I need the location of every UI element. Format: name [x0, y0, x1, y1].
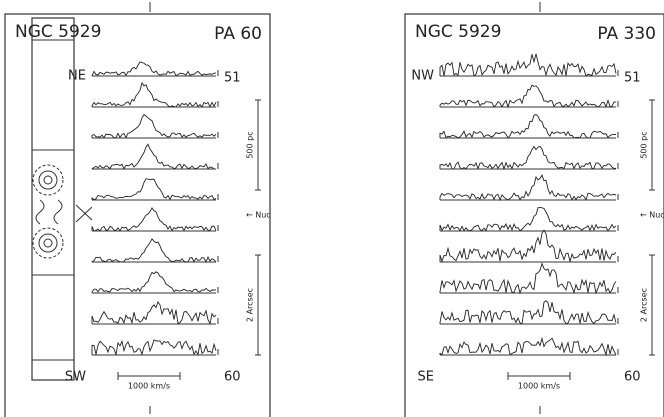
- spectrum: [91, 113, 217, 139]
- panel: NGC 5929 PA 60 NE 51 SW 60 500 pc ← Nuc 2 Arcsec…: [4, 2, 271, 417]
- spectrum: [439, 262, 617, 295]
- scale-bottom-label: 2 Arcsec: [246, 288, 255, 322]
- spectrum: [439, 84, 617, 109]
- spectrum: [439, 145, 617, 171]
- spectrum: [439, 229, 617, 263]
- top-number: 51: [624, 71, 641, 86]
- panel-title: NGC 5929: [415, 22, 501, 42]
- nucleus-label: ← Nuc: [640, 211, 664, 220]
- top-label: NE: [68, 69, 86, 84]
- spectrum: [91, 81, 217, 108]
- spectrum: [91, 300, 217, 325]
- spectrum: [91, 339, 217, 356]
- spectrum: [91, 207, 217, 232]
- nucleus-label: ← Nuc: [246, 211, 271, 220]
- top-label: NW: [411, 69, 434, 84]
- spectrum: [439, 206, 617, 232]
- panel-border: [4, 13, 271, 417]
- spectrum: [439, 114, 617, 139]
- bottom-label: SE: [418, 370, 434, 385]
- panel-title: NGC 5929: [15, 22, 101, 42]
- slit-diagram: [31, 17, 93, 381]
- scale-bottom-label: 2 Arcsec: [640, 288, 649, 322]
- top-number: 51: [224, 71, 241, 86]
- spectrum: [91, 238, 217, 264]
- spectrum: [439, 336, 617, 357]
- scale-top-label: 500 pc: [246, 131, 255, 158]
- spectrum: [91, 271, 217, 293]
- velocity-label: 1000 km/s: [518, 382, 560, 391]
- spectrum: [91, 61, 217, 77]
- bottom-number: 60: [624, 370, 641, 385]
- panel: NGC 5929 PA 330 NW 51 SE 60 500 pc ← Nuc 2 Arcse…: [404, 2, 664, 417]
- panel-border: [404, 13, 664, 417]
- bottom-label: SW: [65, 370, 86, 385]
- position-angle: PA 60: [214, 24, 262, 44]
- spectrum: [439, 53, 617, 77]
- velocity-label: 1000 km/s: [128, 382, 170, 391]
- spectrum: [91, 178, 217, 201]
- spectrum: [439, 174, 617, 202]
- spectrum: [439, 300, 617, 325]
- spectrum: [91, 143, 217, 170]
- bottom-number: 60: [224, 370, 241, 385]
- position-angle: PA 330: [597, 24, 656, 44]
- scale-top-label: 500 pc: [640, 131, 649, 158]
